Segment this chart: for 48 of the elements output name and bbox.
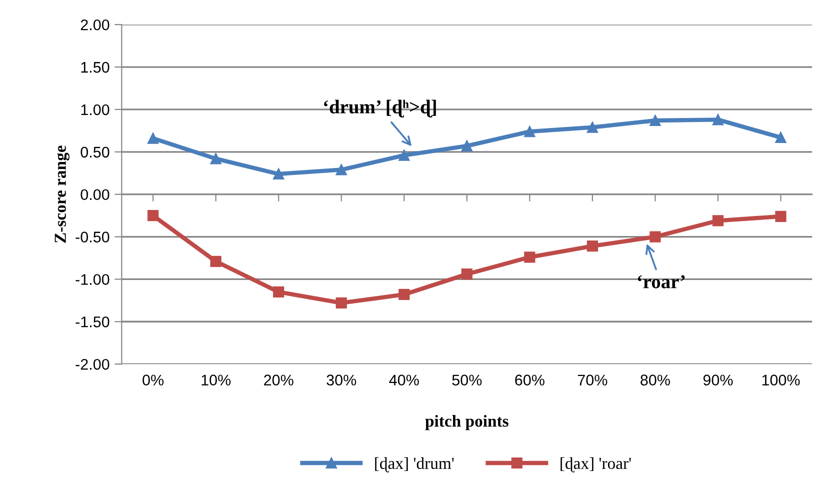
annotation: ‘roar’: [638, 275, 685, 288]
point: [210, 153, 222, 164]
point: [398, 150, 410, 161]
y-tick-label: -2.00: [76, 358, 110, 370]
y-tick-label: -1.50: [76, 316, 110, 328]
point: [398, 288, 410, 300]
y-tick-label: 0.00: [80, 189, 110, 200]
legend-label: [ɖax] 'roar': [560, 457, 631, 472]
point: [586, 240, 598, 252]
point: [524, 252, 536, 263]
x-axis-title: pitch points: [425, 415, 508, 430]
y-tick-label: 2.00: [80, 19, 110, 30]
point: [336, 297, 347, 309]
point: [524, 126, 536, 138]
point: [273, 286, 284, 298]
point: [586, 122, 598, 133]
point: [775, 210, 786, 222]
y-tick-label: 1.00: [81, 104, 110, 116]
point: [650, 114, 661, 126]
x-tick-label: 40%: [389, 374, 419, 386]
y-tick-label: 0.50: [80, 146, 110, 158]
point: [147, 132, 159, 144]
point: [712, 215, 724, 226]
point: [712, 114, 724, 126]
x-tick-label: 0%: [142, 374, 164, 386]
point: [461, 140, 472, 152]
point: [775, 132, 786, 144]
point: [461, 268, 472, 280]
x-tick-label: 80%: [640, 374, 670, 386]
point: [273, 168, 284, 180]
y-tick-label: 1.50: [81, 62, 110, 73]
y-axis-title: Z-score range: [54, 146, 70, 243]
x-tick-label: 70%: [578, 374, 608, 386]
x-tick-label: 60%: [515, 374, 544, 386]
x-tick-label: 10%: [202, 374, 231, 386]
point: [336, 164, 347, 176]
y-tick-label: -0.50: [76, 232, 110, 242]
x-tick-label: 100%: [762, 374, 800, 386]
point: [210, 256, 222, 267]
legend-label: [ɖax] 'drum': [375, 457, 454, 472]
point: [147, 210, 159, 222]
x-tick-label: 30%: [326, 374, 356, 386]
annotation: ‘drum’ [ɖʰ>ɖ]: [324, 100, 436, 118]
y-tick-label: -1.00: [76, 274, 110, 285]
x-tick-label: 90%: [703, 374, 733, 386]
x-tick-label: 50%: [452, 374, 482, 386]
x-tick-label: 20%: [264, 374, 294, 386]
point: [650, 231, 661, 242]
